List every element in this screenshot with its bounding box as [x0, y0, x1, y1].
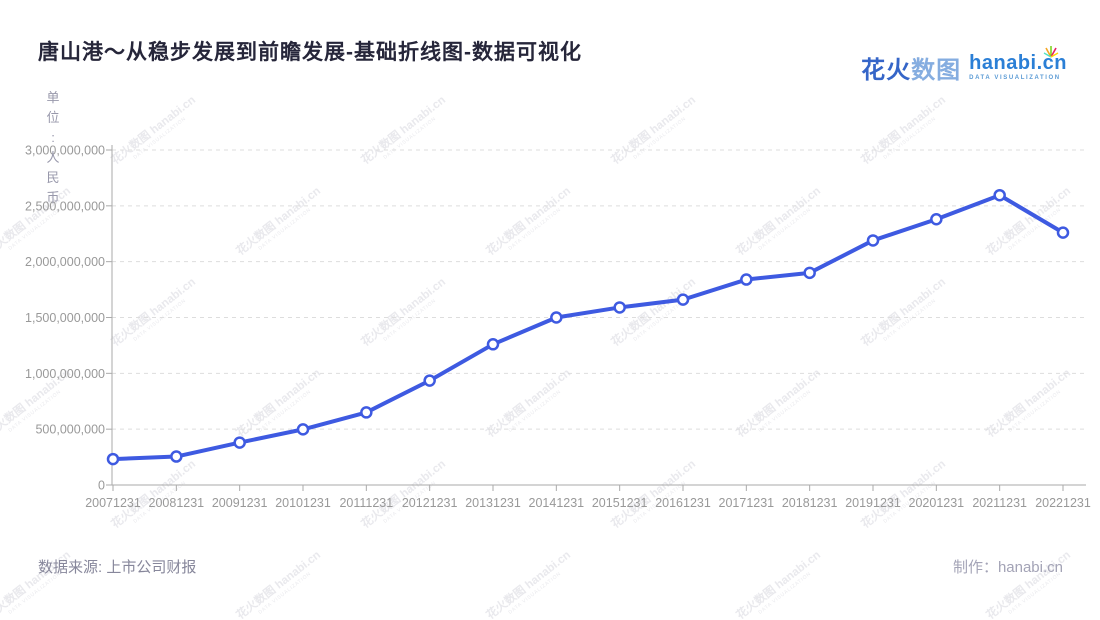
x-tick-label: 20121231: [402, 496, 458, 510]
data-point: [613, 301, 626, 314]
x-tick-label: 20161231: [655, 496, 711, 510]
data-point: [550, 311, 563, 324]
logo-latin-block: hanabi.cn DATA VISUALIZATION: [969, 46, 1067, 81]
data-point: [676, 293, 690, 306]
data-point: [486, 338, 500, 351]
data-point: [866, 234, 880, 247]
data-point: [803, 266, 816, 280]
data-point: [930, 212, 943, 226]
y-tick-label: 1,500,000,000: [25, 311, 105, 325]
logo-subtitle: DATA VISUALIZATION: [969, 75, 1061, 81]
logo-latin-text: hanabi.cn: [969, 52, 1067, 74]
y-axis-unit-label: 单 位 : 人 民 币: [46, 90, 60, 205]
x-tick-label: 20221231: [1035, 496, 1091, 510]
page-title: 唐山港～从稳步发展到前瞻发展-基础折线图-数据可视化: [38, 41, 582, 64]
x-tick-label: 20201231: [909, 496, 965, 510]
x-tick-label: 20141231: [529, 496, 585, 510]
y-tick-label: 2,000,000,000: [25, 255, 105, 269]
x-tick-label: 20111231: [339, 496, 393, 510]
y-tick-label: 3,000,000,000: [25, 144, 105, 158]
y-tick-label: 500,000,000: [35, 423, 105, 437]
data-point: [1056, 226, 1070, 239]
data-source-note: 数据来源: 上市公司财报: [38, 559, 197, 576]
x-tick-label: 20081231: [149, 496, 205, 510]
y-tick-label: 2,500,000,000: [25, 199, 105, 213]
logo-cjk-part2: 数图: [911, 57, 962, 84]
data-point: [993, 188, 1006, 202]
data-point: [740, 273, 753, 286]
x-tick-label: 20151231: [592, 496, 648, 510]
x-tick-label: 20071231: [85, 496, 141, 510]
x-tick-label: 20211231: [972, 496, 1027, 510]
logo-cjk-part1: 花火: [861, 57, 912, 84]
x-tick-label: 20101231: [275, 496, 331, 510]
data-point: [296, 423, 310, 436]
data-point: [360, 406, 373, 419]
data-point: [170, 450, 183, 463]
logo-cjk-text: 花火数图: [861, 50, 961, 85]
hanabi-logo: 花火数图 hanabi.cn DATA VISUALIZATION: [861, 46, 1067, 85]
credit-note: 制作：hanabi.cn: [952, 559, 1063, 576]
x-tick-label: 20091231: [212, 496, 268, 510]
data-point: [106, 452, 120, 466]
x-tick-label: 20181231: [782, 496, 838, 510]
y-tick-label: 1,000,000,000: [25, 367, 105, 381]
firework-spark-icon: [1043, 46, 1059, 58]
x-tick-label: 20171231: [719, 496, 775, 510]
y-tick-label: 0: [98, 479, 105, 493]
data-point: [423, 374, 436, 387]
data-point: [233, 436, 246, 449]
x-tick-label: 20131231: [465, 496, 521, 510]
data-line: [111, 193, 1065, 462]
x-tick-label: 20191231: [845, 496, 901, 510]
